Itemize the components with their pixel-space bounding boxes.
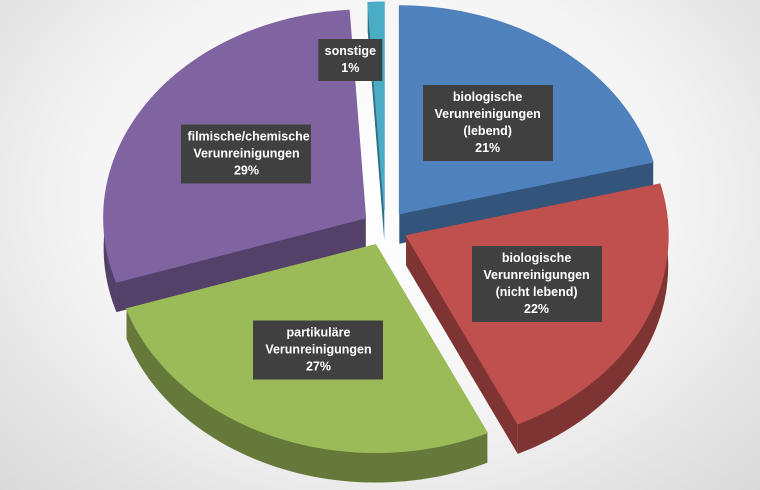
slice-side (406, 235, 518, 454)
label-value: 29% (233, 163, 259, 178)
data-label: sonstige 1% (318, 39, 383, 82)
label-value: 22% (524, 302, 550, 317)
data-label: biologische Verunreinigungen (lebend) 21% (422, 85, 553, 162)
slice-side (116, 217, 366, 313)
slice-wall-shade (126, 308, 488, 483)
label-value: 21% (475, 141, 501, 156)
data-label: filmische/chemische Verunreinigungen 29% (181, 124, 312, 184)
label-value: 27% (305, 359, 331, 373)
label-value: 1% (341, 61, 360, 76)
label-category: filmische/chemische Verunreinigungen (187, 129, 310, 161)
slice-side-shade (406, 235, 518, 454)
label-category: biologische Verunreinigungen (nicht lebe… (483, 251, 590, 300)
label-category: sonstige (324, 44, 377, 59)
slice-side (399, 162, 654, 244)
label-category: biologische Verunreinigungen (lebend) (434, 90, 541, 139)
data-label: biologische Verunreinigungen (nicht lebe… (471, 246, 602, 323)
slice-side-shade (399, 162, 654, 244)
slice-wall (126, 308, 488, 483)
slice-wall-shade (517, 183, 669, 454)
label-category: partikuläre Verunreinigungen (265, 325, 372, 356)
slice (367, 1, 385, 211)
slice-tops (103, 1, 669, 454)
data-label: partikuläre Verunreinigungen 27% (253, 320, 384, 379)
slice-wall (517, 183, 669, 454)
slice-side-shade (116, 217, 366, 313)
